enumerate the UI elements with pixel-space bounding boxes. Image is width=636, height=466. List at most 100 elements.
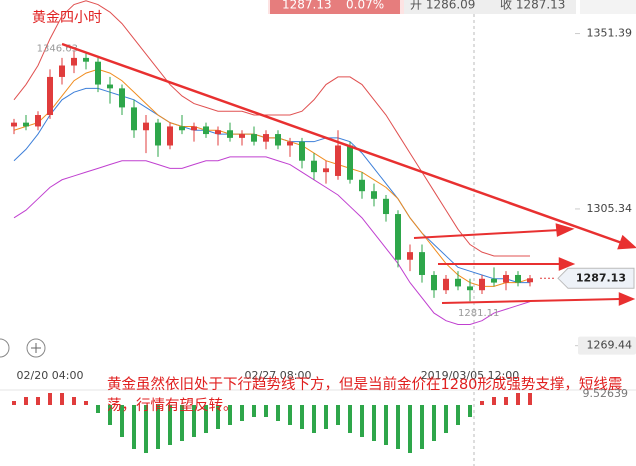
arrow-head [558,257,576,271]
x-tick-label: 2019/03/05 12:00 [421,369,520,382]
macd-bar [336,405,340,425]
ohlc-box [404,0,576,14]
header-close: 收 1287.13 [500,0,565,12]
plot: 1351.39 1305.34 1269.44 02/20 04:00 02/27 08… [11,0,636,453]
macd-bar [36,397,40,405]
candle-body [323,168,329,173]
candle-body [419,252,425,275]
candle-body [35,115,41,127]
macd-bar [72,397,76,405]
indicator-line [13,156,531,325]
candle-body [11,122,17,127]
candle-body [407,252,413,260]
candle-body [311,160,317,173]
candle-body [383,198,389,215]
candle-body [239,134,245,138]
header-price: 1287.13 [282,0,332,12]
macd-bar [432,405,436,441]
macd-bar [108,405,112,425]
macd-bar [300,405,304,429]
macd-bar [312,405,316,433]
candle-body [467,286,473,291]
candle-body [479,278,485,291]
macd-bar [288,405,292,425]
candle-body [155,122,161,146]
macd-bar [492,397,496,405]
candle-body [59,65,65,77]
candle-body [143,122,149,131]
arrow-line [441,298,621,304]
macd-bar [252,405,256,417]
macd-bar [216,405,220,429]
arrow-head [555,223,575,237]
candle-body [119,88,125,108]
macd-bar [372,405,376,441]
zoom-out-button[interactable] [0,338,10,358]
candle-body [299,141,305,161]
macd-label: 9.52639 [583,387,629,400]
macd-bar [468,405,472,417]
candle-body [347,145,353,180]
candle-body [287,141,293,146]
indicator-line [13,68,531,287]
candle-body [95,61,101,85]
y-tick-label: 1269.44 [587,339,633,352]
candle-body [203,126,209,135]
macd-bar [48,393,52,405]
macd-bar [396,405,400,449]
arrow-line [413,229,561,239]
low-label: 1281.11 [458,308,499,319]
macd-bar [324,405,328,429]
macd-bar [264,405,268,417]
arrow-head [617,234,636,250]
plus-icon [31,343,41,353]
macd-bar [384,405,388,445]
macd-bar [192,405,196,437]
macd-bar [228,405,232,425]
candle-body [527,278,533,283]
header-change: 0.07% [346,0,384,12]
candle-body [215,130,221,135]
trend-line [61,42,623,245]
candle-body [275,134,281,146]
x-tick-label: 02/20 04:00 [17,369,84,382]
candle-body [179,126,185,131]
macd-bar [504,397,508,405]
candle-body [515,274,521,283]
candle-body [131,107,137,131]
x-tick-label: 02/27 08:00 [245,369,312,382]
y-tick-label: 1351.39 [587,27,633,40]
candle-body [395,214,401,260]
candle-body [443,278,449,291]
candle-body [503,274,509,283]
candle-body [227,130,233,138]
candle-body [455,278,461,287]
macd-bar [528,393,532,405]
macd-bar [348,405,352,433]
analysis-note: 黄金虽然依旧处于下行趋势线下方，但是当前金价在1280形成强势支撑，短线震荡，行… [107,377,623,414]
macd-bar [180,405,184,441]
candle-body [263,134,269,142]
candle-body [359,179,365,192]
macd-bar [276,405,280,421]
macd-bar [480,401,484,405]
macd-bar [24,397,28,405]
macd-bar [132,405,136,449]
last-price-box [557,267,635,289]
corner-box [580,0,636,14]
macd-bar [12,401,16,405]
high-label: 1346.63 [37,44,78,55]
macd-bar [456,405,460,425]
arrow-head [618,292,636,306]
macd-bar [144,405,148,453]
candle-body [47,76,53,116]
macd-bar [84,401,88,405]
macd-bar [240,405,244,421]
macd-bar [204,405,208,433]
candle-body [107,84,113,89]
macd-bar [360,405,364,437]
macd-bar [96,405,100,413]
candle-body [335,145,341,176]
trend-lines [61,42,636,306]
